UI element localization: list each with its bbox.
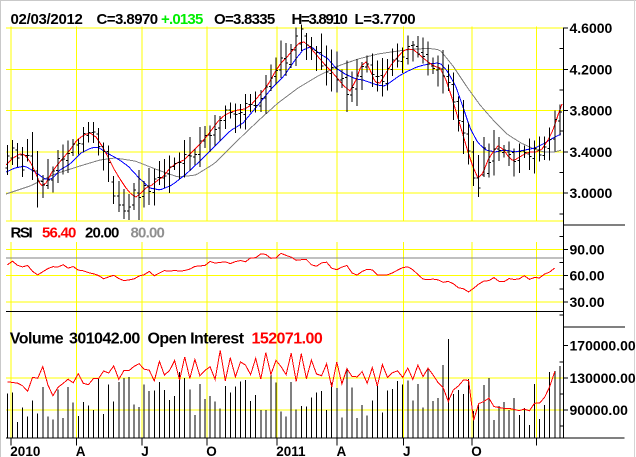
- svg-text:130000.00: 130000.00: [570, 370, 636, 386]
- svg-text:L=3.7700: L=3.7700: [355, 11, 416, 28]
- svg-text:3.0000: 3.0000: [570, 185, 613, 201]
- svg-text:Volume: Volume: [10, 331, 64, 348]
- svg-text:A: A: [337, 444, 347, 457]
- svg-text:2011: 2011: [276, 444, 306, 457]
- svg-text:56.40: 56.40: [42, 225, 76, 242]
- svg-text:3.4000: 3.4000: [570, 144, 613, 160]
- svg-text:90.00: 90.00: [570, 242, 605, 258]
- svg-text:30.00: 30.00: [570, 294, 605, 310]
- svg-text:4.2000: 4.2000: [570, 61, 613, 77]
- svg-text:4.6000: 4.6000: [570, 20, 613, 36]
- svg-text:O: O: [206, 444, 217, 457]
- svg-text:O=3.8335: O=3.8335: [214, 11, 275, 28]
- svg-text:3.8000: 3.8000: [570, 103, 613, 119]
- svg-text:O: O: [471, 444, 482, 457]
- svg-text:301042.00: 301042.00: [69, 331, 140, 348]
- svg-text:Open Interest: Open Interest: [148, 331, 245, 348]
- svg-text:J: J: [141, 444, 149, 457]
- svg-text:20.00: 20.00: [85, 225, 119, 242]
- svg-text:A: A: [76, 444, 86, 457]
- svg-text:80.00: 80.00: [131, 225, 165, 242]
- svg-text:+.0135: +.0135: [161, 11, 203, 28]
- svg-text:C=3.8970: C=3.8970: [97, 11, 158, 28]
- svg-text:02/03/2012: 02/03/2012: [11, 11, 83, 28]
- svg-text:H=3.8910: H=3.8910: [292, 11, 348, 28]
- svg-text:90000.00: 90000.00: [570, 402, 629, 418]
- svg-text:J: J: [403, 444, 411, 457]
- svg-text:RSI: RSI: [11, 225, 33, 242]
- svg-text:2010: 2010: [10, 444, 40, 457]
- svg-text:170000.00: 170000.00: [570, 338, 636, 354]
- svg-text:60.00: 60.00: [570, 268, 605, 284]
- svg-text:152071.00: 152071.00: [252, 331, 323, 348]
